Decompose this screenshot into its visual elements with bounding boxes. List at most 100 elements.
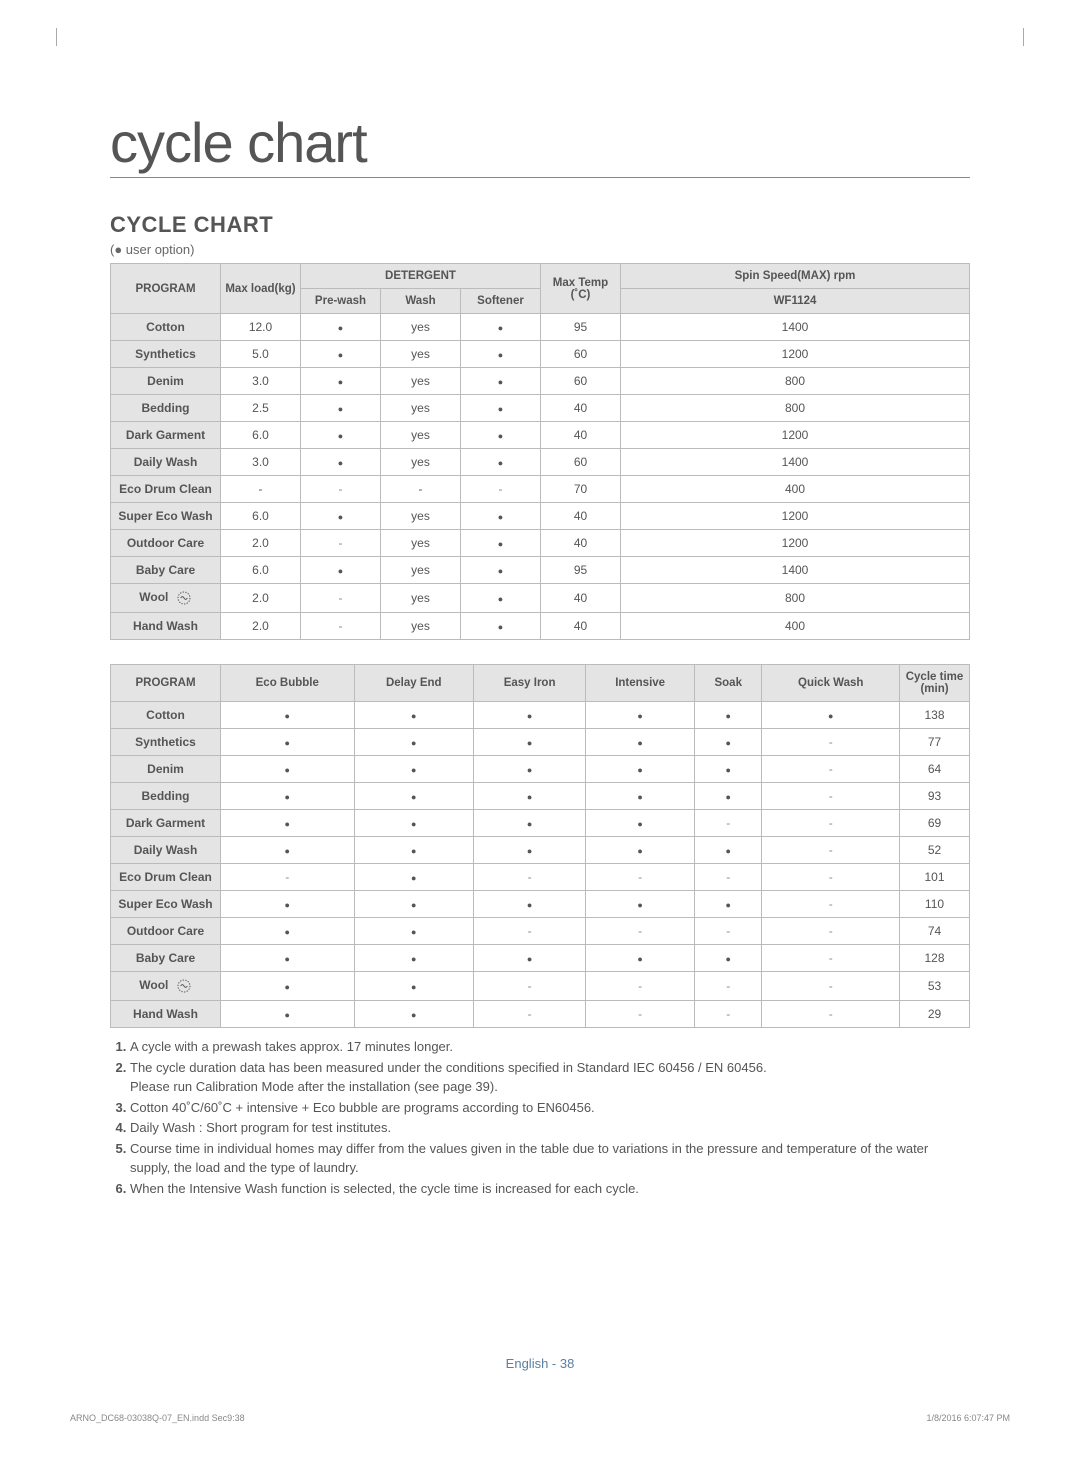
cell-spin: 1400 [621, 557, 970, 584]
cell-program: Outdoor Care [111, 918, 221, 945]
cell-spin: 800 [621, 584, 970, 613]
col-prewash: Pre-wash [301, 289, 381, 314]
dash-icon [339, 482, 343, 496]
cell-wash: yes [381, 449, 461, 476]
cell-prewash [301, 530, 381, 557]
option-dot-icon [338, 509, 343, 523]
option-dot-icon [498, 320, 503, 334]
t2-col-program: PROGRAM [111, 665, 221, 702]
option-dot-icon [338, 401, 343, 415]
dash-icon [528, 1007, 532, 1021]
option-dot-icon [498, 509, 503, 523]
option-dot-icon [411, 762, 416, 776]
table-row: Outdoor Care2.0yes401200 [111, 530, 970, 557]
option-dot-icon [285, 762, 290, 776]
table-row: Hand Wash2.0yes40400 [111, 613, 970, 640]
option-dot-icon [338, 347, 343, 361]
t2-col-eco: Eco Bubble [221, 665, 355, 702]
cell-quick [762, 891, 900, 918]
cell-temp: 60 [541, 341, 621, 368]
cell-program: Denim [111, 756, 221, 783]
cell-wash: yes [381, 613, 461, 640]
option-dot-icon [338, 428, 343, 442]
cell-quick [762, 837, 900, 864]
cell-intensive [586, 810, 695, 837]
cell-load: 12.0 [221, 314, 301, 341]
option-dot-icon [527, 843, 532, 857]
option-dot-icon [285, 951, 290, 965]
note-item: The cycle duration data has been measure… [130, 1059, 970, 1097]
note-item: When the Intensive Wash function is sele… [130, 1180, 970, 1199]
cell-time: 128 [900, 945, 970, 972]
cell-program: Cotton [111, 702, 221, 729]
cell-time: 64 [900, 756, 970, 783]
cell-eco [221, 891, 355, 918]
cell-prewash [301, 584, 381, 613]
cell-prewash [301, 557, 381, 584]
option-dot-icon [726, 951, 731, 965]
cell-soak [695, 864, 762, 891]
cell-intensive [586, 702, 695, 729]
cell-softener [461, 584, 541, 613]
cell-quick [762, 783, 900, 810]
cell-program: Eco Drum Clean [111, 864, 221, 891]
table-row: Denim3.0yes60800 [111, 368, 970, 395]
cell-easy [473, 729, 585, 756]
cell-program: Daily Wash [111, 449, 221, 476]
option-dot-icon [411, 735, 416, 749]
cell-soak [695, 783, 762, 810]
cell-quick [762, 972, 900, 1001]
cell-spin: 400 [621, 613, 970, 640]
option-dot-icon [285, 789, 290, 803]
cell-program: Super Eco Wash [111, 891, 221, 918]
cell-intensive [586, 918, 695, 945]
cell-easy [473, 837, 585, 864]
option-dot-icon [285, 708, 290, 722]
option-dot-icon [498, 401, 503, 415]
cell-delay [354, 891, 473, 918]
cell-eco [221, 837, 355, 864]
option-dot-icon [527, 735, 532, 749]
cell-temp: 40 [541, 613, 621, 640]
cell-delay [354, 864, 473, 891]
cell-load: 2.5 [221, 395, 301, 422]
cell-eco [221, 756, 355, 783]
cell-intensive [586, 837, 695, 864]
cell-wash: yes [381, 584, 461, 613]
cell-softener [461, 422, 541, 449]
cell-load: 6.0 [221, 422, 301, 449]
option-dot-icon [498, 374, 503, 388]
cell-softener [461, 314, 541, 341]
col-wf1124: WF1124 [621, 289, 970, 314]
cell-load: 3.0 [221, 368, 301, 395]
option-dot-icon [411, 1007, 416, 1021]
option-dot-icon [637, 789, 642, 803]
cell-soak [695, 702, 762, 729]
option-dot-icon [637, 951, 642, 965]
cell-temp: 60 [541, 368, 621, 395]
cell-soak [695, 891, 762, 918]
cell-eco [221, 864, 355, 891]
table-row: Dark Garment69 [111, 810, 970, 837]
table-row: Wool 2.0yes40800 [111, 584, 970, 613]
cell-easy [473, 810, 585, 837]
table-row: Daily Wash52 [111, 837, 970, 864]
dash-icon [339, 591, 343, 605]
cell-soak [695, 837, 762, 864]
cell-prewash [301, 341, 381, 368]
cell-eco [221, 702, 355, 729]
t2-col-intensive: Intensive [586, 665, 695, 702]
cell-spin: 1400 [621, 449, 970, 476]
cell-time: 101 [900, 864, 970, 891]
option-dot-icon [411, 816, 416, 830]
cell-softener [461, 395, 541, 422]
dash-icon [528, 979, 532, 993]
col-maxtemp: Max Temp (˚C) [541, 264, 621, 314]
dash-icon [638, 979, 642, 993]
cycle-table-2: PROGRAM Eco Bubble Delay End Easy Iron I… [110, 664, 970, 1028]
dash-icon [528, 924, 532, 938]
cell-soak [695, 945, 762, 972]
cell-time: 53 [900, 972, 970, 1001]
dash-icon [829, 843, 833, 857]
table-row: Eco Drum Clean--70400 [111, 476, 970, 503]
